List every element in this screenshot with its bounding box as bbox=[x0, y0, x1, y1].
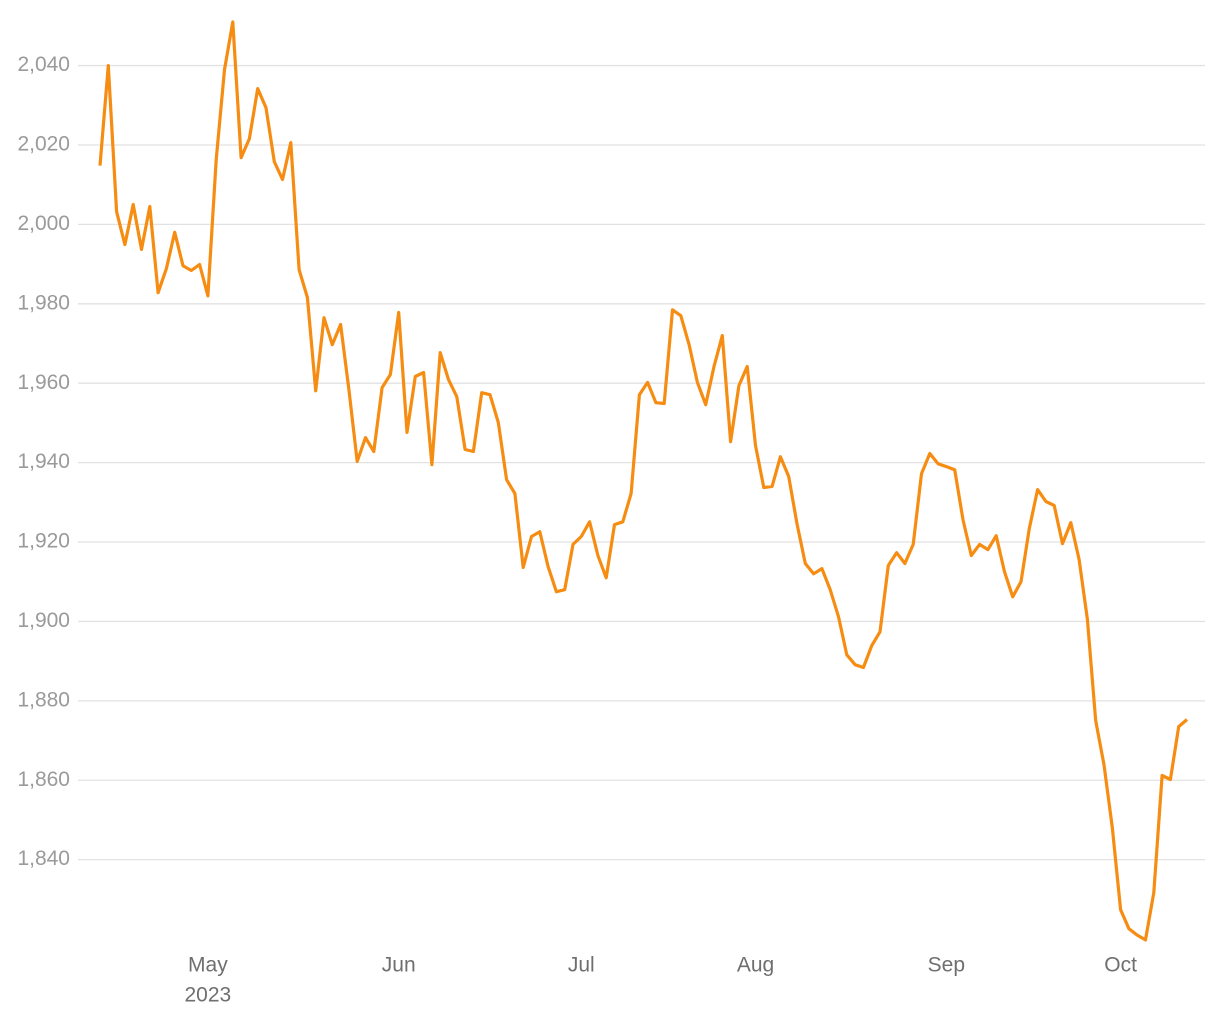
y-tick-label: 1,840 bbox=[17, 847, 70, 870]
y-tick-label: 1,980 bbox=[17, 291, 70, 314]
y-tick-label: 1,960 bbox=[17, 371, 70, 394]
x-tick-label: Sep bbox=[928, 954, 965, 977]
x-tick-label: Oct bbox=[1104, 954, 1137, 977]
y-tick-label: 2,040 bbox=[17, 53, 70, 76]
x-tick-label: Aug bbox=[737, 954, 774, 977]
y-tick-label: 1,920 bbox=[17, 530, 70, 553]
x-year-label: 2023 bbox=[185, 984, 232, 1007]
y-tick-label: 1,900 bbox=[17, 609, 70, 632]
price-line bbox=[98, 20, 1189, 942]
x-tick-label: Jun bbox=[382, 954, 416, 977]
y-tick-label: 2,000 bbox=[17, 212, 70, 235]
y-tick-label: 2,020 bbox=[17, 133, 70, 156]
y-tick-label: 1,880 bbox=[17, 688, 70, 711]
y-tick-label: 1,940 bbox=[17, 450, 70, 473]
x-tick-label: Jul bbox=[568, 954, 595, 977]
x-tick-label: May bbox=[188, 954, 228, 977]
y-tick-label: 1,860 bbox=[17, 768, 70, 791]
